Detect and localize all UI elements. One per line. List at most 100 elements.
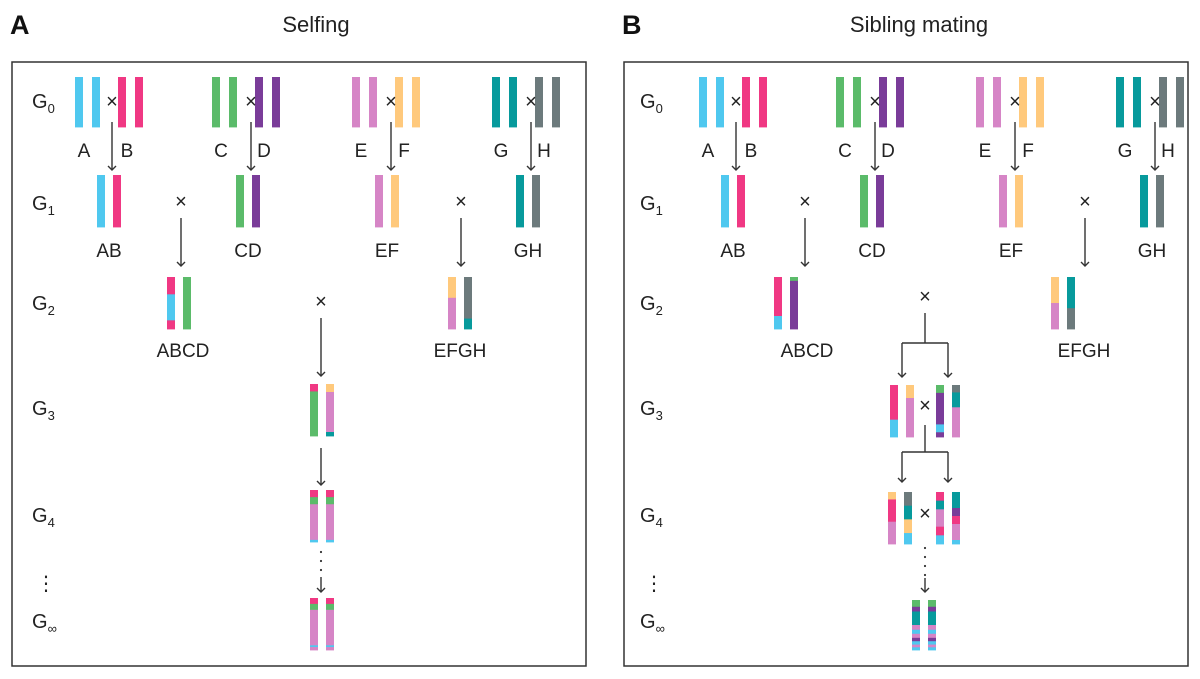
chromosome-pair-A-left	[699, 77, 707, 128]
f1-label-GH: GH	[514, 241, 543, 262]
gen-label-g3: G3	[640, 398, 663, 423]
chromosome-segment	[790, 277, 798, 282]
f1-pair-CD-left	[236, 175, 244, 228]
f2-pair-ABCD-right	[790, 277, 798, 330]
f2-label-EFGH: EFGH	[434, 341, 487, 362]
f1-label-AB: AB	[720, 241, 745, 262]
chromosome-segment	[509, 77, 517, 128]
chromosome-segment	[448, 277, 456, 299]
ginf-pair-right	[326, 598, 334, 651]
g4-sibling-2-right	[952, 492, 960, 545]
founder-label-E: E	[979, 141, 992, 162]
g4-sibling-1-left	[888, 492, 896, 545]
chromosome-pair-D-right	[272, 77, 280, 128]
chromosome-segment	[936, 385, 944, 394]
founder-label-F: F	[398, 141, 410, 162]
chromosome-segment	[952, 407, 960, 438]
chromosome-pair-F-left	[395, 77, 403, 128]
g4-pair-left	[310, 490, 318, 543]
chromosome-segment	[906, 398, 914, 438]
chromosome-segment	[1156, 175, 1164, 228]
chromosome-segment	[310, 609, 318, 646]
chromosome-segment	[252, 175, 260, 228]
gen-label-g2: G2	[640, 293, 663, 318]
gen-label-g4: G4	[640, 505, 663, 530]
chromosome-segment	[912, 641, 920, 645]
chromosome-segment	[879, 77, 887, 128]
founder-label-C: C	[214, 141, 228, 162]
founder-label-F: F	[1022, 141, 1034, 162]
gen-ellipsis: ⋮	[36, 573, 56, 595]
dot	[923, 546, 927, 550]
cross-symbol: ×	[869, 91, 881, 113]
chromosome-segment	[212, 77, 220, 128]
chromosome-segment	[936, 424, 944, 433]
chromosome-segment	[952, 385, 960, 393]
chromosome-pair-B-right	[135, 77, 143, 128]
chromosome-pair-H-right	[1176, 77, 1184, 128]
f1-pair-EF-right	[1015, 175, 1023, 228]
chromosome-segment	[928, 629, 936, 635]
chromosome-pair-C-left	[836, 77, 844, 128]
panel-b-letter: B	[622, 10, 642, 40]
g3-sibling-2-right	[952, 385, 960, 438]
cross-symbol: ×	[455, 191, 467, 213]
chromosome-segment	[912, 633, 920, 639]
chromosome-segment	[860, 175, 868, 228]
founder-label-G: G	[1118, 141, 1133, 162]
founder-label-B: B	[121, 141, 134, 162]
chromosome-pair-E-right	[993, 77, 1001, 128]
chromosome-segment	[229, 77, 237, 128]
chromosome-segment	[936, 432, 944, 438]
ginf-pair-right	[928, 600, 936, 651]
chromosome-segment	[912, 611, 920, 626]
dot	[923, 555, 927, 559]
chromosome-segment	[1051, 303, 1059, 330]
chromosome-pair-D-left	[879, 77, 887, 128]
chromosome-segment	[492, 77, 500, 128]
chromosome-segment	[326, 497, 334, 505]
f1-pair-CD-left	[860, 175, 868, 228]
chromosome-pair-H-right	[552, 77, 560, 128]
chromosome-segment	[912, 637, 920, 642]
cross-symbol: ×	[175, 191, 187, 213]
chromosome-segment	[532, 175, 540, 228]
chromosome-segment	[183, 277, 191, 330]
chromosome-segment	[310, 645, 318, 648]
chromosome-segment	[167, 294, 175, 321]
g3-sibling-2-left	[936, 385, 944, 438]
panel-a-generation-labels: G0 G1 G2 G3 G4 ⋮ G∞	[32, 91, 57, 636]
founder-label-H: H	[1161, 141, 1175, 162]
chromosome-segment	[92, 77, 100, 128]
gen-label-g3: G3	[32, 398, 55, 423]
chromosome-segment	[326, 490, 334, 498]
cross-symbol: ×	[730, 91, 742, 113]
chromosome-segment	[310, 391, 318, 437]
chromosome-segment	[912, 606, 920, 612]
chromosome-segment	[391, 175, 399, 228]
chromosome-segment	[906, 385, 914, 399]
ginf-pair-left	[912, 600, 920, 651]
chromosome-segment	[326, 539, 334, 543]
chromosome-pair-B-left	[118, 77, 126, 128]
chromosome-segment	[928, 637, 936, 642]
f2-label-ABCD: ABCD	[157, 341, 210, 362]
chromosome-segment	[375, 175, 383, 228]
chromosome-segment	[853, 77, 861, 128]
gen-label-g0: G0	[640, 91, 663, 116]
chromosome-segment	[326, 504, 334, 541]
chromosome-segment	[952, 524, 960, 541]
cross-symbol: ×	[385, 91, 397, 113]
chromosome-segment	[310, 539, 318, 543]
chromosome-segment	[936, 500, 944, 510]
chromosome-segment	[774, 277, 782, 317]
chromosome-segment	[326, 645, 334, 648]
chromosome-pair-A-left	[75, 77, 83, 128]
chromosome-segment	[928, 625, 936, 631]
chromosome-segment	[1140, 175, 1148, 228]
chromosome-segment	[721, 175, 729, 228]
chromosome-pair-C-right	[853, 77, 861, 128]
f2-pair-EFGH-right	[464, 277, 472, 330]
chromosome-pair-F-right	[412, 77, 420, 128]
